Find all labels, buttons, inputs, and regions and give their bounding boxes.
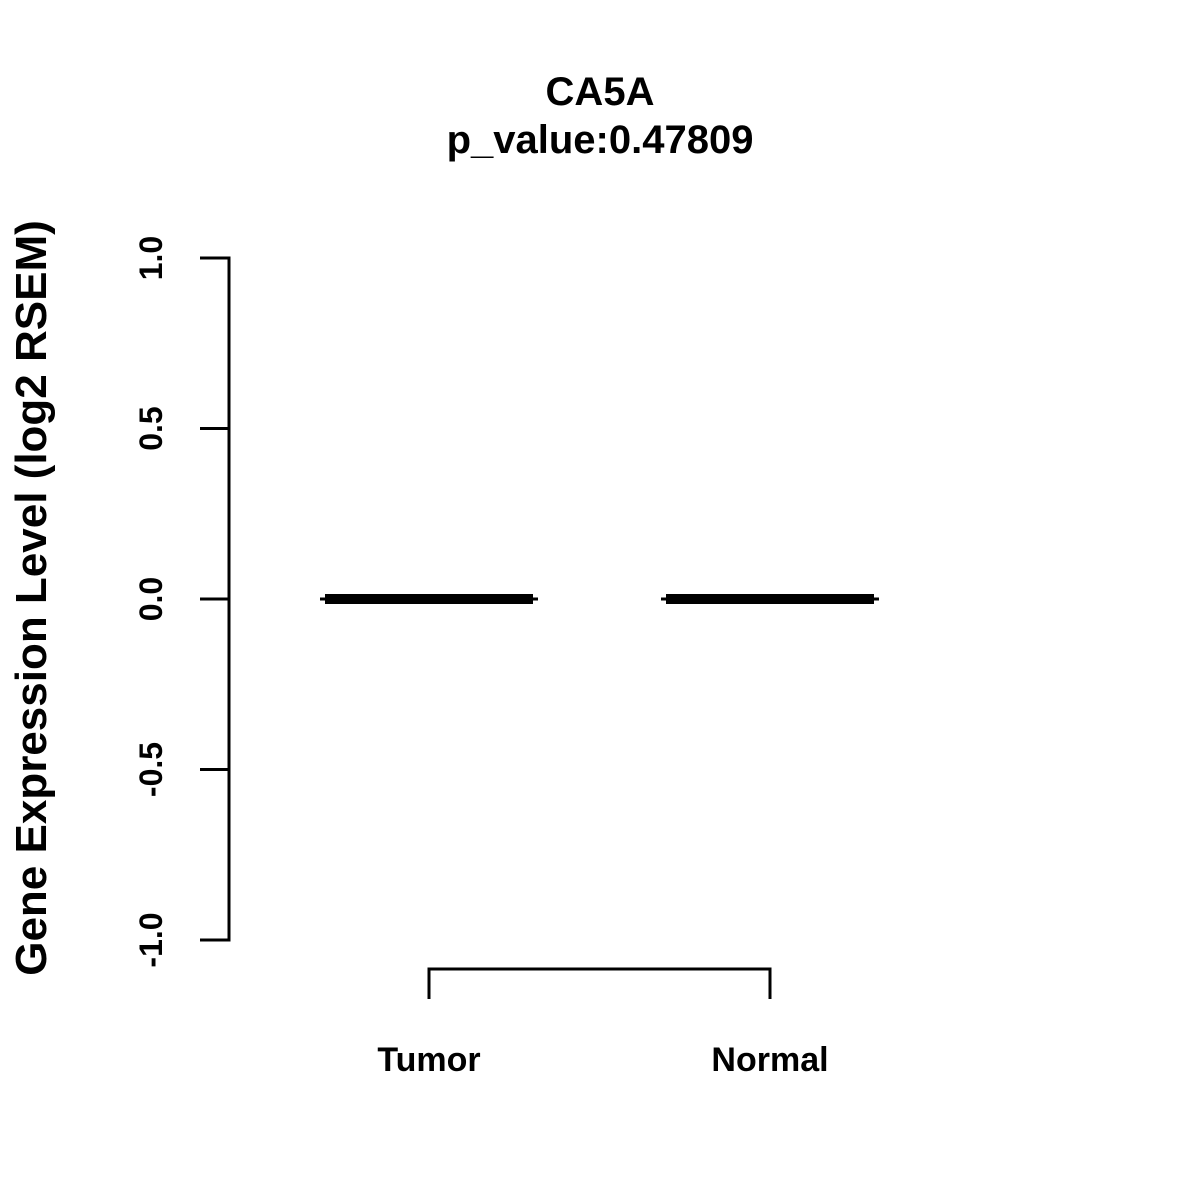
chart-subtitle: p_value:0.47809: [446, 118, 754, 162]
x-axis-label-tumor: Tumor: [377, 1041, 481, 1079]
comparison-bracket: [427, 967, 772, 999]
y-tick-label: 0.0: [133, 577, 169, 621]
title-block: CA5A p_value:0.47809: [0, 68, 1200, 164]
x-axis-label-normal: Normal: [711, 1041, 829, 1079]
y-tick-label: 0.5: [133, 406, 169, 450]
y-tick-label: 1.0: [133, 236, 169, 280]
y-tick-label: -0.5: [133, 742, 169, 797]
chart-title: CA5A: [545, 70, 655, 114]
y-tick-label: -1.0: [133, 912, 169, 967]
